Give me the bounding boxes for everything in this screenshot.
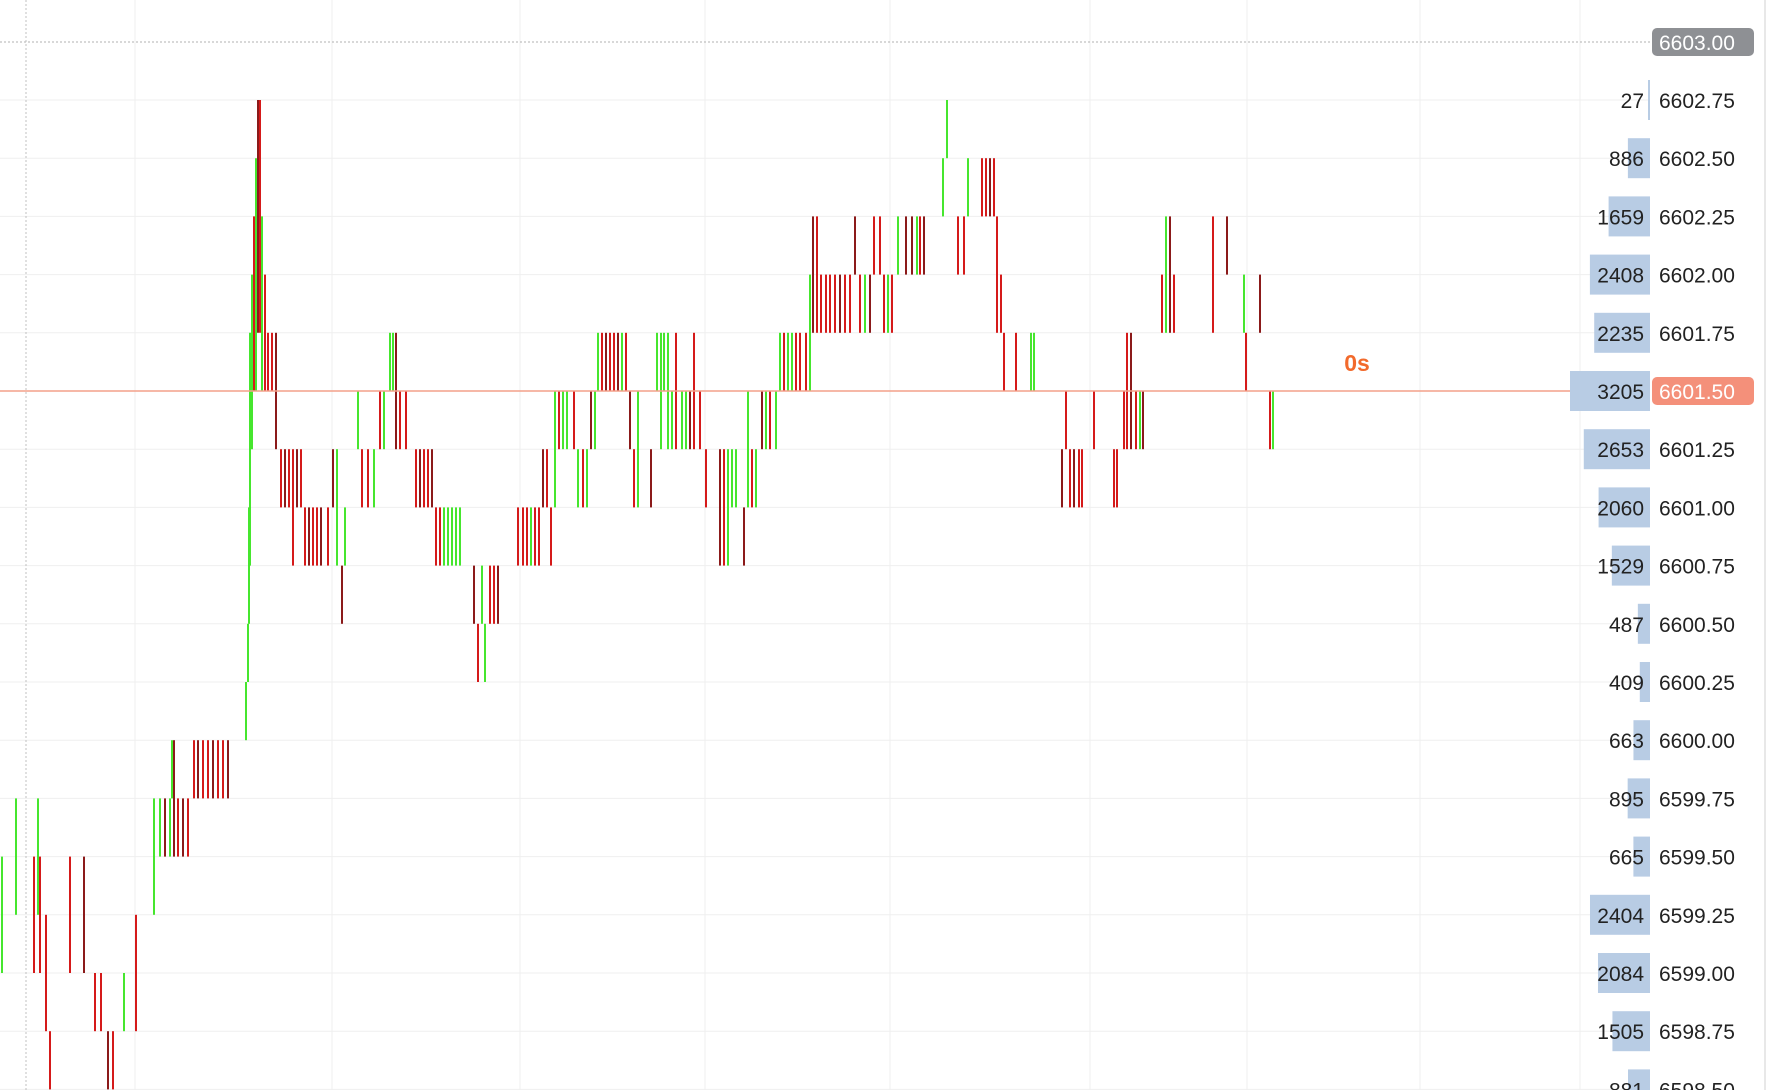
price-axis-label: 6600.25	[1659, 672, 1735, 695]
volume-bar	[1612, 1011, 1650, 1052]
volume-label: 881	[1609, 1079, 1644, 1090]
vertical-scrollbar[interactable]	[1764, 0, 1766, 1090]
volume-label: 409	[1609, 672, 1644, 695]
top-price-badge	[1652, 28, 1754, 56]
volume-label: 665	[1609, 847, 1644, 870]
volume-label: 663	[1609, 730, 1644, 753]
volume-bar	[1627, 138, 1650, 179]
price-axis-label: 6602.50	[1659, 148, 1735, 171]
volume-bar	[1598, 487, 1650, 528]
countdown-timer: 0s	[1344, 350, 1370, 376]
volume-bar	[1633, 836, 1650, 877]
price-axis-label: 6600.50	[1659, 614, 1735, 637]
volume-profile: 27 886 1659 2408 2235 3205 2653 2060 1529 487 409 6…	[1570, 80, 1650, 1090]
volume-bar	[1628, 1069, 1650, 1090]
price-axis-label: 6598.75	[1659, 1021, 1735, 1044]
price-axis-label: 6601.00	[1659, 497, 1735, 520]
volume-label: 886	[1609, 148, 1644, 171]
current-price-label: 6601.50	[1659, 381, 1735, 404]
grid-lines	[0, 0, 1650, 1090]
price-axis-label: 6598.50	[1659, 1079, 1735, 1090]
current-price-badge	[1652, 377, 1754, 405]
volume-bar	[1594, 312, 1650, 353]
volume-bar	[1583, 429, 1650, 470]
volume-label: 1659	[1597, 206, 1644, 229]
volume-label: 1505	[1597, 1021, 1644, 1044]
volume-bar	[1570, 371, 1650, 411]
price-axis-label: 6602.25	[1659, 206, 1735, 229]
volume-bar	[1611, 545, 1650, 586]
price-axis-label: 6599.50	[1659, 847, 1735, 870]
volume-bar	[1597, 953, 1650, 993]
volume-bar	[1637, 603, 1650, 644]
price-ticks	[1, 100, 1274, 1090]
top-price-label: 6603.00	[1659, 32, 1735, 55]
price-axis-label: 6601.75	[1659, 323, 1735, 346]
price-axis-label: 6602.75	[1659, 90, 1735, 113]
volume-bar	[1608, 196, 1650, 237]
volume-bar	[1589, 254, 1650, 295]
volume-label: 3205	[1597, 381, 1644, 404]
price-axis-label: 6599.00	[1659, 963, 1735, 986]
volume-bar	[1648, 80, 1650, 120]
price-axis-label: 6600.00	[1659, 730, 1735, 753]
price-axis-label: 6599.25	[1659, 905, 1735, 928]
volume-label: 2408	[1597, 265, 1644, 288]
volume-label: 1529	[1597, 556, 1644, 579]
volume-bar	[1627, 778, 1650, 819]
price-axis[interactable]: 6602.75 6602.50 6602.25 6602.00 6601.75 6601.…	[1652, 28, 1754, 1090]
volume-label: 2404	[1597, 905, 1644, 928]
price-axis-label: 6599.75	[1659, 788, 1735, 811]
price-axis-label: 6601.25	[1659, 439, 1735, 462]
price-axis-label: 6602.00	[1659, 265, 1735, 288]
volume-bar	[1633, 720, 1650, 761]
volume-label: 2060	[1597, 497, 1644, 520]
volume-bar	[1639, 662, 1650, 702]
volume-label: 2084	[1597, 963, 1644, 986]
volume-label: 27	[1621, 90, 1644, 113]
volume-label: 2653	[1597, 439, 1644, 462]
volume-label: 2235	[1597, 323, 1644, 346]
volume-label: 487	[1609, 614, 1644, 637]
volume-label: 895	[1609, 788, 1644, 811]
volume-bar	[1589, 894, 1650, 935]
price-axis-label: 6600.75	[1659, 556, 1735, 579]
